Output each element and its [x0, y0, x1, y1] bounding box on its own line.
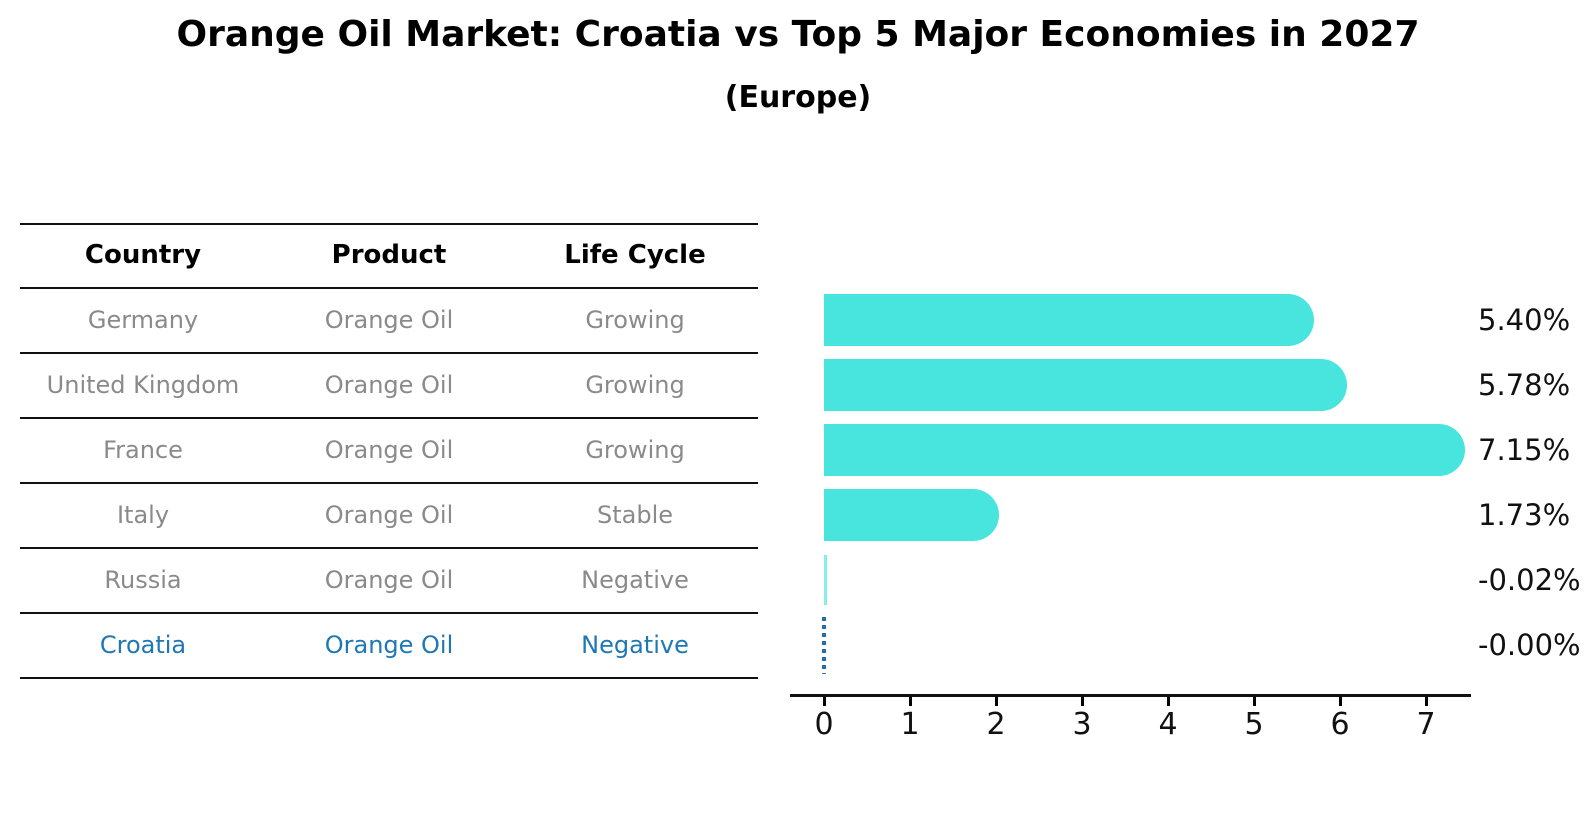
cell-product: Orange Oil — [324, 371, 454, 399]
zero-bar-sliver — [824, 555, 827, 605]
cell-life-cycle: Negative — [581, 566, 689, 594]
cell-life-cycle: Stable — [596, 501, 674, 529]
chart-title: Orange Oil Market: Croatia vs Top 5 Majo… — [176, 14, 1420, 55]
x-axis-tick — [1253, 697, 1256, 706]
table-rule-line — [20, 482, 758, 484]
bar-value-label: -0.00% — [1478, 628, 1581, 662]
table-rule-line — [20, 287, 758, 289]
x-axis-tick-label: 0 — [814, 707, 834, 742]
x-axis-tick — [823, 697, 826, 706]
bar — [824, 294, 1314, 346]
bar-value-label: 5.78% — [1478, 368, 1571, 402]
table-rule-line — [20, 223, 758, 225]
x-axis-tick-label: 7 — [1416, 707, 1436, 742]
cell-life-cycle: Growing — [585, 371, 685, 399]
bar — [824, 424, 1465, 476]
cell-product: Orange Oil — [324, 501, 454, 529]
table-rule-line — [20, 417, 758, 419]
cell-product: Orange Oil — [324, 566, 454, 594]
bar — [824, 489, 999, 541]
table-rule-line — [20, 612, 758, 614]
cell-country: Russia — [104, 566, 182, 594]
bar-value-label: 5.40% — [1478, 303, 1571, 337]
x-axis-tick-label: 6 — [1330, 707, 1350, 742]
x-axis-tick-label: 3 — [1072, 707, 1092, 742]
cell-life-cycle: Negative — [581, 631, 689, 659]
bar-value-label: -0.02% — [1478, 563, 1581, 597]
cell-product: Orange Oil — [324, 631, 454, 659]
x-axis-tick — [1167, 697, 1170, 706]
cell-country: Croatia — [99, 631, 187, 659]
chart-subtitle: (Europe) — [724, 80, 872, 115]
x-axis-tick-label: 1 — [900, 707, 920, 742]
cell-life-cycle: Growing — [585, 306, 685, 334]
x-axis-tick — [1339, 697, 1342, 706]
cell-country: United Kingdom — [46, 371, 240, 399]
column-header: Life Cycle — [564, 240, 706, 270]
cell-country: Germany — [87, 306, 199, 334]
x-axis-tick — [1425, 697, 1428, 706]
table-rule-line — [20, 677, 758, 679]
x-axis-tick-label: 4 — [1158, 707, 1178, 742]
column-header: Product — [331, 240, 447, 270]
cell-life-cycle: Growing — [585, 436, 685, 464]
cell-product: Orange Oil — [324, 306, 454, 334]
table-rule-line — [20, 547, 758, 549]
column-header: Country — [84, 240, 202, 270]
x-axis-tick — [995, 697, 998, 706]
x-axis-line — [790, 694, 1471, 697]
x-axis-tick-label: 5 — [1244, 707, 1264, 742]
highlight-zero-marker — [822, 617, 826, 674]
cell-country: France — [103, 436, 183, 464]
cell-product: Orange Oil — [324, 436, 454, 464]
x-axis-tick — [909, 697, 912, 706]
x-axis-tick-label: 2 — [986, 707, 1006, 742]
bar-value-label: 1.73% — [1478, 498, 1571, 532]
bar — [824, 359, 1347, 411]
x-axis-tick — [1081, 697, 1084, 706]
bar-value-label: 7.15% — [1478, 433, 1571, 467]
cell-country: Italy — [116, 501, 170, 529]
table-rule-line — [20, 352, 758, 354]
